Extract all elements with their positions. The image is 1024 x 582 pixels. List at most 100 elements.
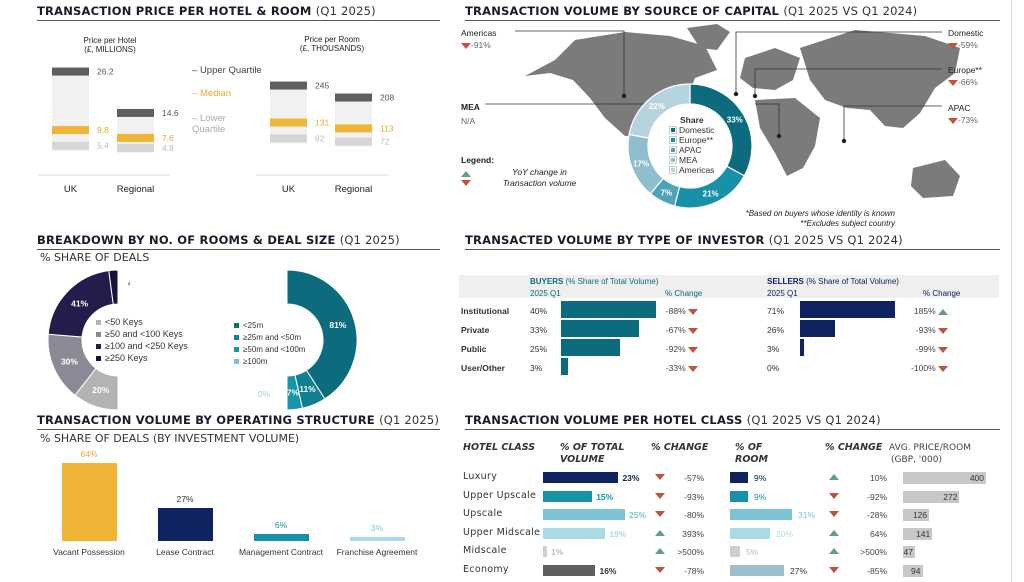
legend-swatch <box>669 136 677 144</box>
quartile-marker-1 <box>335 124 372 133</box>
change-value: -88% <box>665 306 688 316</box>
buyers-share-bar <box>561 339 621 356</box>
operating-value-label: 27% <box>176 494 194 505</box>
quartile-value-label: 82 <box>315 133 325 143</box>
capital-title-sub: (Q1 2025 VS Q1 2024) <box>783 4 918 18</box>
quartile-value-label: 26.2 <box>97 67 114 77</box>
price-title-text: TRANSACTION PRICE PER HOTEL & ROOM <box>37 4 312 18</box>
capital-share-donut: 33% 21% 7% 17% 22% <box>627 83 753 209</box>
price-title-sub: (Q1 2025) <box>315 4 376 18</box>
capital-section-title: TRANSACTION VOLUME BY SOURCE OF CAPITAL … <box>465 4 1000 21</box>
legend-swatch <box>669 146 677 154</box>
region-europe: Europe** -66% <box>948 64 982 88</box>
capital-title-text: TRANSACTION VOLUME BY SOURCE OF CAPITAL <box>465 4 780 18</box>
operating-section-title: TRANSACTION VOLUME BY OPERATING STRUCTUR… <box>37 413 440 430</box>
legend-label: Legend: <box>461 155 495 165</box>
rooms-legend-item: <50 Keys <box>96 316 188 328</box>
room-share-bar <box>730 509 792 521</box>
operating-category-label: Lease Contract <box>156 547 214 557</box>
quartile-value-label: 14.6 <box>162 108 179 118</box>
volume-share-bar <box>543 472 619 483</box>
price-section-title: TRANSACTION PRICE PER HOTEL & ROOM (Q1 2… <box>37 4 440 21</box>
down-arrow-icon <box>655 511 665 518</box>
investor-type-label: User/Other <box>461 363 505 373</box>
region-change: -59% <box>958 40 978 50</box>
quartile-marker-1 <box>270 118 307 127</box>
operating-value-label: 64% <box>80 449 98 459</box>
share-legend-title: Share <box>680 115 704 125</box>
capital-slice-label: 33% <box>727 116 743 125</box>
rooms-legend-item: ≥250 Keys <box>96 352 188 364</box>
room-change-value: -85% <box>867 566 887 576</box>
quartile-marker-2 <box>117 143 154 152</box>
share-legend-items: Domestic Europe** APAC MEA Americas <box>669 125 715 175</box>
legend-swatch <box>234 359 239 365</box>
investor-section-title: TRANSACTED VOLUME BY TYPE OF INVESTOR (Q… <box>465 233 1000 250</box>
legend-label: Americas <box>679 165 715 175</box>
capital-legend: Legend: <box>461 155 494 187</box>
share-legend-item: Europe** <box>669 135 714 145</box>
operating-value-label: 3% <box>370 523 384 534</box>
down-arrow-icon <box>938 327 948 334</box>
up-arrow-icon <box>829 474 839 480</box>
operating-category-label: Vacant Possession <box>53 547 125 557</box>
volume-share-label: 25% <box>629 510 647 521</box>
down-arrow-icon <box>688 308 698 315</box>
asia-shape <box>800 30 960 128</box>
room-change-value: >500% <box>860 547 887 558</box>
deal-legend-item: ≥50m and <100m <box>234 344 305 356</box>
price-hotel-title-text: Price per Hotel <box>83 36 137 45</box>
buyers-change: -92% <box>650 344 698 354</box>
region-name: MEA <box>461 102 480 112</box>
price-room-title: Price per Room (£, THOUSANDS) <box>282 35 382 53</box>
capital-leader-lines <box>485 30 942 144</box>
region-name: Europe** <box>948 65 983 75</box>
volume-share-label: 15% <box>596 491 614 502</box>
quartile-value-label: 208 <box>380 93 394 103</box>
buyers-share-bar <box>561 320 640 337</box>
volume-change-value: 393% <box>682 528 704 539</box>
avg-price-bar: 141 <box>903 527 933 540</box>
room-share-label: 27% <box>790 566 808 576</box>
sellers-share-bar <box>800 320 835 337</box>
rooms-donut: 20% 30% 41% 4% <box>47 269 130 411</box>
investor-type-label: Institutional <box>461 306 510 316</box>
sellers-period: 2025 Q1 <box>767 289 798 298</box>
avg-price-bar: 94 <box>903 565 923 577</box>
down-arrow-icon <box>948 79 958 86</box>
change-value: -100% <box>911 363 938 373</box>
room-change-value: -92% <box>867 491 887 502</box>
breakdown-section-title: BREAKDOWN BY NO. OF ROOMS & DEAL SIZE (Q… <box>37 233 440 250</box>
price-hotel-title: Price per Hotel (£, MILLIONS) <box>70 36 150 54</box>
legend-label: <50 Keys <box>105 317 143 327</box>
avg-price-value: 272 <box>943 491 958 502</box>
room-change-value: 64% <box>869 528 887 539</box>
room-share-label: 20% <box>776 528 794 539</box>
sellers-change: -93% <box>896 325 948 335</box>
legend-swatch <box>234 347 239 353</box>
quartile-value-label: 5.4 <box>97 141 109 151</box>
buyers-share-bar <box>561 301 656 318</box>
operating-subtitle: % SHARE OF DEALS (BY INVESTMENT VOLUME) <box>40 432 300 445</box>
header-volume: % OF TOTAL VOLUME <box>560 442 625 465</box>
deal-slice-label: 81% <box>329 320 346 330</box>
avg-price-value: 126 <box>912 510 928 521</box>
capital-footnotes: *Based on buyers whose identity is known… <box>745 209 895 228</box>
region-change: -91% <box>471 40 491 50</box>
greenland-shape <box>687 24 730 50</box>
up-arrow-icon <box>938 308 948 315</box>
header-room: % OF ROOM <box>735 442 768 465</box>
domestic-leader <box>735 31 942 94</box>
buyers-period: 2025 Q1 <box>530 289 561 298</box>
quartile-marker-0 <box>270 81 307 90</box>
hotel-class-label: Upper Upscale <box>463 489 537 501</box>
buyers-change: -88% <box>650 306 698 316</box>
quartile-value-label: 131 <box>315 118 329 128</box>
region-name: Domestic <box>948 28 984 38</box>
category-label: Regional <box>335 184 373 195</box>
sellers-share-value: 71% <box>767 306 785 316</box>
legend-median: – Median <box>192 88 232 99</box>
europe-leader <box>754 68 942 96</box>
avg-price-value: 141 <box>916 528 931 539</box>
investor-type-label: Private <box>461 325 490 335</box>
